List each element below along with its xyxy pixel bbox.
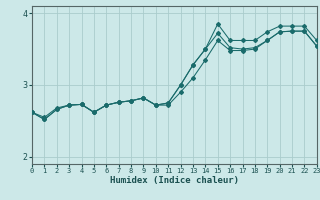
X-axis label: Humidex (Indice chaleur): Humidex (Indice chaleur) [110, 176, 239, 185]
